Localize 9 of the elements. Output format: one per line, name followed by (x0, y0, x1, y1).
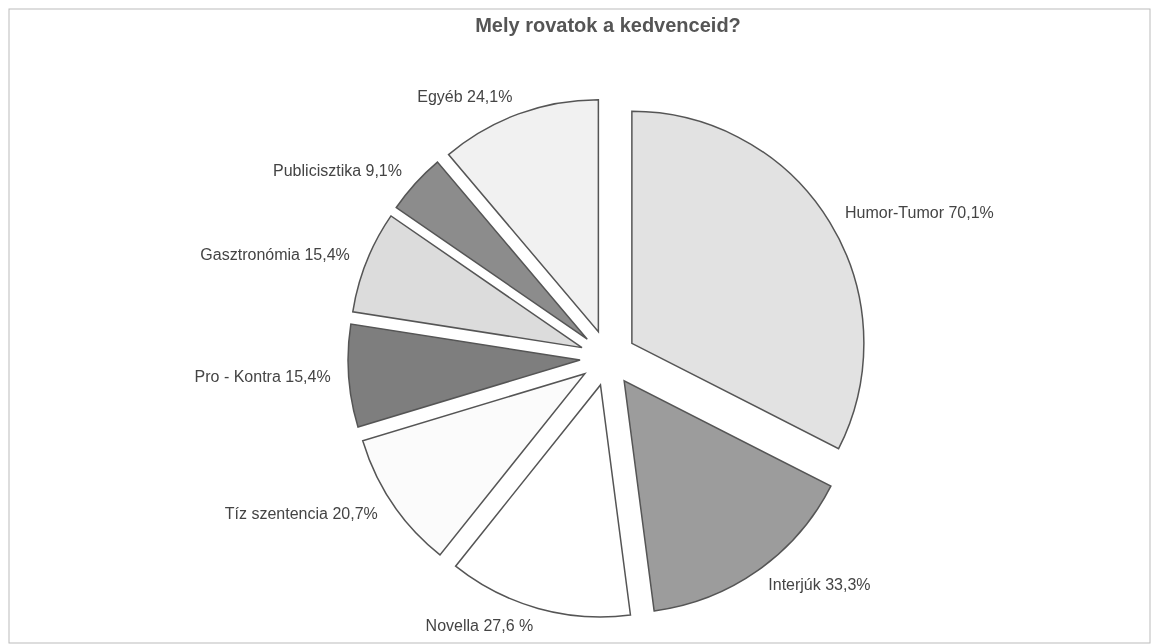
slice-label: Interjúk 33,3% (768, 576, 871, 594)
slice-label: Gasztronómia 15,4% (200, 246, 350, 264)
slice-label: Tíz szentencia 20,7% (224, 504, 378, 522)
slice-label: Pro - Kontra 15,4% (194, 368, 331, 386)
slice-label: Publicisztika 9,1% (273, 162, 402, 180)
chart-title: Mely rovatok a kedvenceid? (475, 14, 741, 36)
slice-label: Egyéb 24,1% (417, 87, 513, 105)
slice-label: Humor-Tumor 70,1% (845, 203, 994, 221)
slice-label: Novella 27,6 % (425, 616, 534, 634)
